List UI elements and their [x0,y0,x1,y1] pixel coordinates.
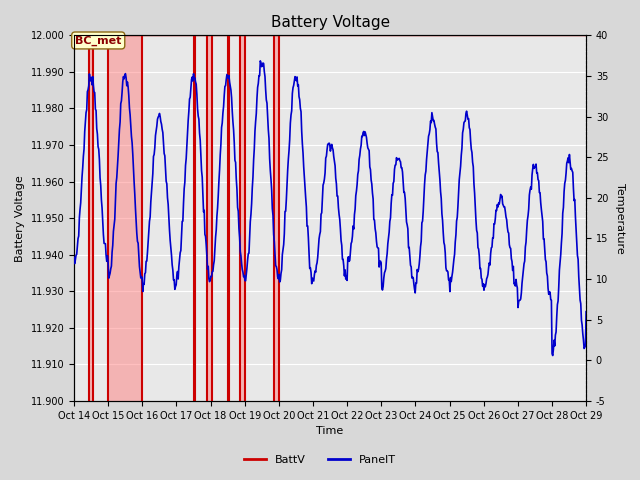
Bar [108,36,142,401]
Text: BC_met: BC_met [75,36,122,46]
X-axis label: Time: Time [316,426,344,436]
Bar [228,36,229,401]
Y-axis label: Temperature: Temperature [615,183,625,253]
Legend: BattV, PanelT: BattV, PanelT [239,451,401,469]
Title: Battery Voltage: Battery Voltage [271,15,390,30]
Bar [239,36,244,401]
Bar [207,36,212,401]
Y-axis label: Battery Voltage: Battery Voltage [15,175,25,262]
Bar [193,36,195,401]
Bar [90,36,93,401]
Bar [274,36,279,401]
